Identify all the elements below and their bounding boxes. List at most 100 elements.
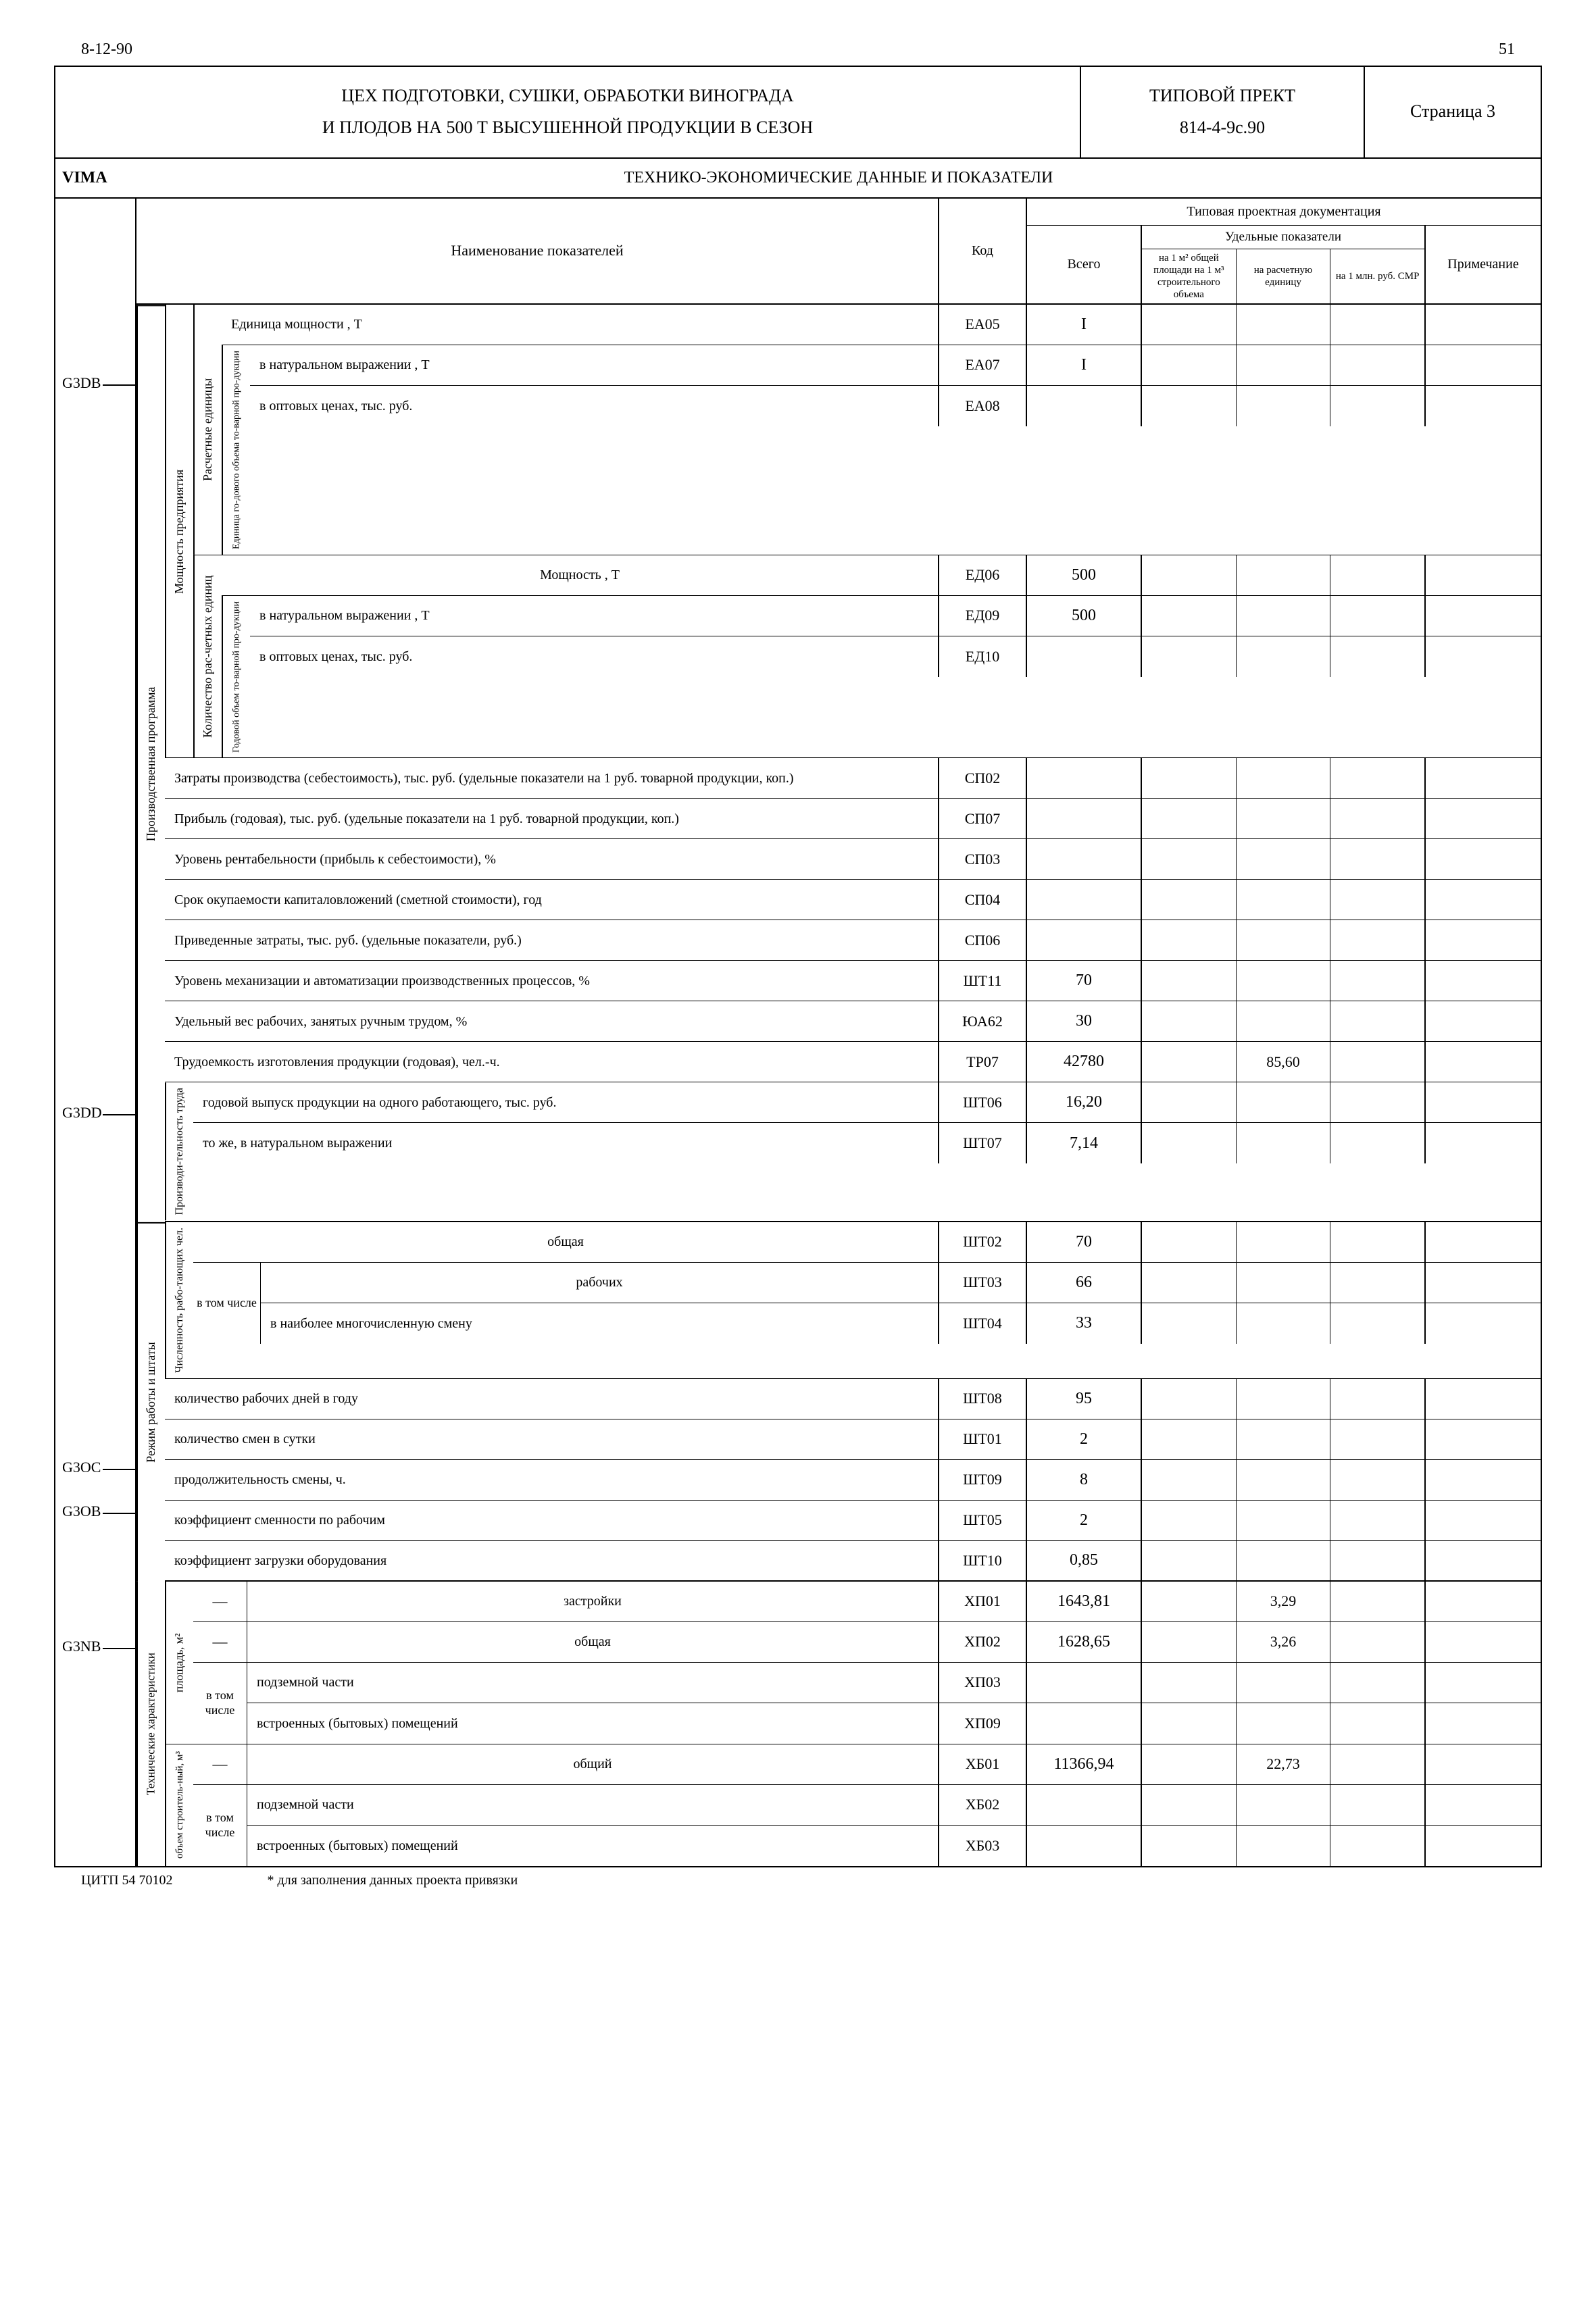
label-sp06: Приведенные затраты, тыс. руб. (удельные… [165, 920, 939, 960]
row-xp01: —застройкиХП011643,813,29 [193, 1582, 1541, 1622]
row-sht06: годовой выпуск продукции на одного работ… [193, 1082, 1541, 1123]
total-yua62: 30 [1027, 1001, 1142, 1041]
title-line1: ЦЕХ ПОДГОТОВКИ, СУШКИ, ОБРАБОТКИ ВИНОГРА… [341, 80, 793, 112]
th-sp3: на 1 млн. руб. СМР [1330, 249, 1424, 303]
code-sp07: СП07 [939, 799, 1027, 838]
total-sht02: 70 [1027, 1222, 1142, 1262]
row-ed09: в натуральном выражении , Т ЕД09 500 [250, 596, 1541, 636]
dash-xb01: — [193, 1744, 247, 1784]
header-pagenum: 51 [1499, 41, 1515, 59]
label-sht08: количество рабочих дней в году [165, 1379, 939, 1419]
th-indicator: Наименование показателей [136, 199, 939, 303]
code-xb01: ХБ01 [939, 1744, 1027, 1784]
section-work-sched: Режим работы и штаты Численность рабо-та… [136, 1222, 1541, 1582]
th-doc-label: Типовая проектная документация [1027, 199, 1541, 226]
vstrip-labor-prod: Производи-тельность труда [165, 1082, 193, 1220]
label-ea05: Единица мощности , Т [222, 305, 939, 345]
code-xp02: ХП02 [939, 1622, 1027, 1662]
th-sp2: на расчетную единицу [1236, 249, 1330, 303]
total-sht11: 70 [1027, 961, 1142, 1001]
vstrip-calc-units: Расчетные единицы [193, 305, 222, 555]
vstrip-volume: объем строитель-ный, м³ [165, 1744, 193, 1866]
sp2-tr07: 85,60 [1236, 1042, 1330, 1082]
project-number: 814-4-9с.90 [1180, 112, 1265, 144]
row-sht07: то же, в натуральном выраженииШТ077,14 [193, 1123, 1541, 1163]
label-sht10: коэффициент загрузки оборудования [165, 1541, 939, 1580]
total-xp02: 1628,65 [1027, 1622, 1142, 1662]
vstrip-staff: Численность рабо-тающих чел. [165, 1222, 193, 1378]
row-yua62: Удельный вес рабочих, занятых ручным тру… [165, 1001, 1541, 1042]
label-ed06: Мощность , Т [222, 555, 939, 595]
grid-area: Наименование показателей Код Типовая про… [136, 199, 1541, 1866]
sp2-xp02: 3,26 [1236, 1622, 1330, 1662]
vstrip-unit-annual: Единица го-дового объема то-варной про-д… [222, 345, 250, 555]
sp2-xp01: 3,29 [1236, 1582, 1330, 1621]
code-xp03: ХП03 [939, 1663, 1027, 1703]
row-xp02: —общаяХП021628,65 3,26 [193, 1622, 1541, 1663]
sp2-xb01: 22,73 [1236, 1744, 1330, 1784]
total-sht06: 16,20 [1027, 1082, 1142, 1122]
label-sp03: Уровень рентабельности (прибыль к себест… [165, 839, 939, 879]
total-sht05: 2 [1027, 1501, 1142, 1540]
code-sp06: СП06 [939, 920, 1027, 960]
row-ea07: в натуральном выражении , Т ЕА07 I [250, 345, 1541, 386]
code-ed10: ЕД10 [939, 636, 1027, 677]
vstrip-work-sched: Режим работы и штаты [136, 1222, 165, 1582]
code-sht04: ШТ04 [939, 1303, 1027, 1344]
title-main: ЦЕХ ПОДГОТОВКИ, СУШКИ, ОБРАБОТКИ ВИНОГРА… [55, 67, 1081, 157]
page-header: 8-12-90 51 [54, 41, 1542, 66]
th-doc: Типовая проектная документация Всего Уде… [1027, 199, 1541, 303]
row-sht04: в наиболее многочисленную сменуШТ0433 [261, 1303, 1541, 1344]
section-prod-program: Производственная программа Мощность пред… [136, 305, 1541, 1222]
label-sht01: количество смен в сутки [165, 1419, 939, 1459]
th-total: Всего [1027, 226, 1142, 303]
total-ea08 [1027, 386, 1142, 426]
row-ea08: в оптовых ценах, тыс. руб. ЕА08 [250, 386, 1541, 426]
label-ed10: в оптовых ценах, тыс. руб. [250, 636, 939, 677]
code-sht05: ШТ05 [939, 1501, 1027, 1540]
row-xb02: подземной частиХБ02 [247, 1785, 1541, 1826]
label-xp02: общая [247, 1622, 939, 1662]
title-pagecell: Страница 3 [1365, 67, 1541, 157]
code-sht02: ШТ02 [939, 1222, 1027, 1262]
total-xb01: 11366,94 [1027, 1744, 1142, 1784]
code-sp03: СП03 [939, 839, 1027, 879]
row-sht08: количество рабочих дней в годуШТ0895 [165, 1379, 1541, 1419]
row-sht05: коэффициент сменности по рабочимШТ052 [165, 1501, 1541, 1541]
total-sht04: 33 [1027, 1303, 1142, 1344]
side-g3db: G3DB [62, 374, 101, 392]
code-ed06: ЕД06 [939, 555, 1027, 595]
row-xp09: встроенных (бытовых) помещенийХП09 [247, 1703, 1541, 1744]
code-sht06: ШТ06 [939, 1082, 1027, 1122]
title-line2: И ПЛОДОВ НА 500 Т ВЫСУШЕННОЙ ПРОДУКЦИИ В… [322, 112, 813, 144]
th-specific: Удельные показатели на 1 м² общей площад… [1142, 226, 1426, 303]
section-tech-char: Технические характеристики площадь, м² —… [136, 1582, 1541, 1866]
code-sht10: ШТ10 [939, 1541, 1027, 1580]
code-sht03: ШТ03 [939, 1263, 1027, 1303]
row-sp02: Затраты производства (себестоимость), ты… [165, 758, 1541, 799]
code-sp02: СП02 [939, 758, 1027, 798]
project-label: ТИПОВОЙ ПРЕКТ [1149, 80, 1295, 112]
label-sht07: то же, в натуральном выражении [193, 1123, 939, 1163]
page-footer: ЦИТП 54 70102 * для заполнения данных пр… [54, 1867, 1542, 1888]
vstrip-tech-char: Технические характеристики [136, 1582, 165, 1866]
total-ed09: 500 [1027, 596, 1142, 636]
sub-vtom: в том числе [193, 1263, 261, 1344]
label-sht05: коэффициент сменности по рабочим [165, 1501, 939, 1540]
row-xp03: подземной частиХП03 [247, 1663, 1541, 1703]
code-tr07: ТР07 [939, 1042, 1027, 1082]
code-sht09: ШТ09 [939, 1460, 1027, 1500]
dash-xp02: — [193, 1622, 247, 1662]
total-ea07: I [1027, 345, 1142, 385]
vstrip-prod-program: Производственная программа [136, 305, 165, 1222]
code-ea05: ЕА05 [939, 305, 1027, 345]
row-ed06: Мощность , Т ЕД06 500 [222, 555, 1541, 596]
total-sht08: 95 [1027, 1379, 1142, 1419]
code-xb03: ХБ03 [939, 1826, 1027, 1866]
label-ea07: в натуральном выражении , Т [250, 345, 939, 385]
total-xp01: 1643,81 [1027, 1582, 1142, 1621]
section-title: ТЕХНИКО-ЭКОНОМИЧЕСКИЕ ДАННЫЕ И ПОКАЗАТЕЛ… [136, 159, 1541, 197]
footer-note: * для заполнения данных проекта привязки [268, 1873, 518, 1888]
row-sp04: Срок окупаемости капиталовложений (сметн… [165, 880, 1541, 920]
footer-code: ЦИТП 54 70102 [81, 1873, 173, 1888]
